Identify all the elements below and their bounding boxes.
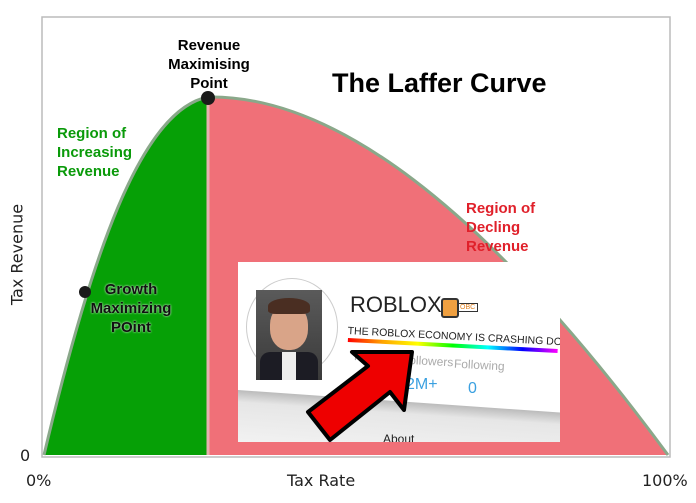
increasing-label: Region of Increasing Revenue — [57, 125, 133, 180]
x-start-label: 0% — [26, 471, 52, 490]
diagram-title: The Laffer Curve — [332, 68, 547, 98]
peak-point — [201, 91, 215, 105]
profile-name: ROBLOX — [350, 292, 442, 317]
increasing-region — [44, 97, 208, 455]
peak-label: Revenue Maximising Point — [168, 37, 250, 92]
x-axis-label: Tax Rate — [287, 471, 356, 490]
obc-badge: OBC — [457, 303, 479, 312]
x-end-label: 100% — [642, 471, 688, 490]
growth-label: Growth Maximizing POint — [90, 281, 172, 336]
followers-count[interactable]: 2M+ — [406, 376, 438, 393]
y-origin-label: 0 — [20, 446, 31, 465]
about-tab[interactable]: About — [383, 432, 415, 442]
following-count[interactable]: 0 — [468, 380, 477, 397]
declining-label: Region of Decling Revenue — [466, 200, 536, 255]
growth-point — [79, 286, 91, 298]
avatar-photo[interactable] — [256, 290, 322, 380]
plot-frame — [41, 16, 671, 458]
red-arrow-icon — [306, 350, 414, 442]
